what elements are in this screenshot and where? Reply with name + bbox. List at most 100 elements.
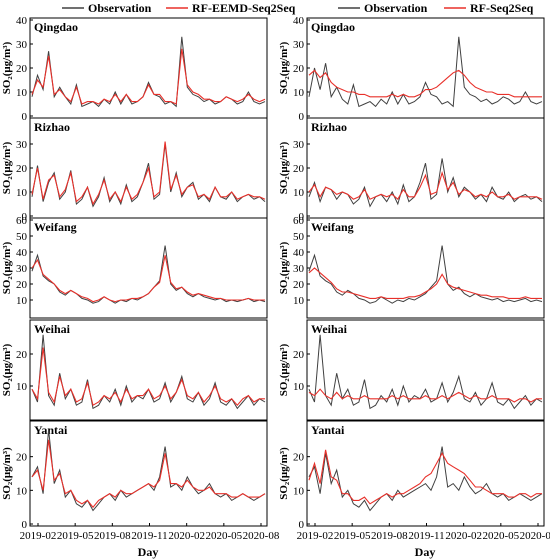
y-axis-label: SO₂(μg/m³) [278, 343, 290, 396]
panel-frame [306, 17, 545, 119]
legend-observation-label: Observation [88, 1, 152, 15]
panel-yantai: 0 10 20 Yantai SO₂(μg/m³) [278, 420, 545, 531]
y-tick-label: 30 [16, 139, 28, 151]
x-tick-label: 2020-05 [482, 530, 519, 542]
y-tick-label: 50 [293, 231, 305, 243]
y-tick-label: 0 [22, 211, 28, 223]
y-tick-label: 40 [293, 247, 305, 259]
y-tick-label: 10 [293, 485, 305, 497]
y-tick-label: 0 [299, 111, 305, 123]
y-tick-label: 10 [293, 295, 305, 307]
y-tick-label: 60 [293, 215, 305, 227]
model-series-line [31, 48, 266, 105]
left-x-axis-label: Day [138, 545, 159, 559]
y-axis-label: SO₂(μg/m³) [278, 241, 290, 294]
y-tick-label: 50 [16, 231, 28, 243]
y-tick-label: 20 [16, 452, 28, 464]
y-tick-label: 20 [293, 452, 305, 464]
observation-series-line [308, 245, 543, 304]
left-column-charts: 0 10 20 30 40 Qingdao SO₂(μg/m³) 0 10 20 30 Rizhao S… [1, 15, 280, 542]
y-tick-label: 40 [16, 15, 28, 27]
y-tick-label: 20 [16, 63, 28, 75]
right-legend: Observation RF-Seq2Seq [338, 1, 534, 15]
legend-model-label: RF-Seq2Seq [470, 1, 534, 15]
model-series-line [308, 69, 542, 98]
x-tick-label: 2020-08 [520, 530, 550, 542]
panel-frame [306, 420, 545, 527]
model-series-line [31, 255, 265, 303]
x-tick-label: 2019-08 [94, 530, 131, 542]
legend-observation-label: Observation [364, 1, 428, 15]
y-tick-label: 10 [293, 187, 305, 199]
panel-qingdao: 0 10 20 30 40 Qingdao SO₂(μg/m³) [1, 15, 268, 123]
station-label: Weihai [34, 322, 71, 336]
y-tick-label: 30 [16, 263, 28, 275]
y-tick-label: 10 [16, 87, 28, 99]
right-column-charts: 0 10 20 30 40 Qingdao SO₂(μg/m³) 0 10 20 30 Rizhao S… [278, 15, 550, 542]
panel-weihai: 10 20 Weihai SO₂(μg/m³) [1, 319, 268, 421]
y-tick-label: 20 [16, 163, 28, 175]
y-tick-label: 20 [293, 63, 305, 75]
station-label: Rizhao [34, 120, 70, 134]
station-label: Weifang [34, 220, 77, 234]
y-axis-label: SO₂(μg/m³) [1, 447, 13, 500]
model-series-line [308, 267, 542, 299]
y-axis-label: SO₂(μg/m³) [278, 41, 290, 94]
y-tick-label: 60 [16, 215, 28, 227]
x-tick-label: 2020-05 [205, 530, 242, 542]
y-tick-label: 0 [22, 111, 28, 123]
y-axis-label: SO₂(μg/m³) [1, 141, 13, 194]
x-tick-label: 2020-02 [445, 530, 482, 542]
panel-frame [306, 117, 545, 219]
y-tick-label: 0 [299, 519, 305, 531]
panel-frame [29, 17, 268, 119]
model-series-line [308, 449, 542, 505]
panel-frame [29, 420, 268, 527]
model-series-line [31, 347, 265, 407]
y-axis-label: SO₂(μg/m³) [1, 241, 13, 294]
observation-series-line [308, 334, 543, 410]
station-label: Yantai [34, 423, 68, 437]
y-axis-label: SO₂(μg/m³) [278, 141, 290, 194]
model-series-line [308, 388, 542, 403]
observation-series-line [308, 36, 543, 108]
y-tick-label: 20 [293, 279, 305, 291]
y-tick-label: 10 [16, 295, 28, 307]
panel-rizhao: 0 10 20 30 Rizhao SO₂(μg/m³) [1, 117, 268, 223]
y-tick-label: 20 [293, 163, 305, 175]
station-label: Weifang [311, 220, 354, 234]
model-series-line [308, 170, 543, 201]
y-tick-label: 0 [22, 519, 28, 531]
y-tick-label: 10 [293, 87, 305, 99]
y-tick-label: 0 [299, 211, 305, 223]
station-label: Yantai [311, 423, 345, 437]
y-tick-label: 30 [16, 39, 28, 51]
y-axis-label: SO₂(μg/m³) [278, 447, 290, 500]
station-label: Rizhao [311, 120, 347, 134]
y-tick-label: 30 [293, 139, 305, 151]
y-tick-label: 30 [293, 39, 305, 51]
y-tick-label: 10 [16, 485, 28, 497]
x-tick-label: 2019-02 [20, 530, 57, 542]
y-tick-label: 20 [293, 349, 305, 361]
x-tick-label: 2019-05 [57, 530, 94, 542]
panel-qingdao: 0 10 20 30 40 Qingdao SO₂(μg/m³) [278, 15, 545, 123]
y-tick-label: 30 [293, 263, 305, 275]
panel-weifang: 10 20 30 40 50 60 Weifang SO₂(μg/m³) [1, 215, 268, 319]
left-legend: Observation RF-EEMD-Seq2Seq [62, 1, 296, 15]
x-tick-label: 2019-11 [408, 530, 444, 542]
y-axis-label: SO₂(μg/m³) [1, 343, 13, 396]
panel-weifang: 10 20 30 40 50 60 Weifang SO₂(μg/m³) [278, 215, 545, 319]
panel-rizhao: 0 10 20 30 Rizhao SO₂(μg/m³) [278, 117, 545, 223]
y-tick-label: 20 [16, 279, 28, 291]
y-tick-label: 40 [293, 15, 305, 27]
station-label: Qingdao [34, 20, 78, 34]
x-tick-label: 2019-08 [371, 530, 408, 542]
observation-series-line [31, 143, 266, 208]
y-tick-label: 10 [16, 381, 28, 393]
x-tick-label: 2019-02 [297, 530, 334, 542]
y-axis-label: SO₂(μg/m³) [1, 41, 13, 94]
y-tick-label: 10 [16, 187, 28, 199]
station-label: Weihai [311, 322, 348, 336]
